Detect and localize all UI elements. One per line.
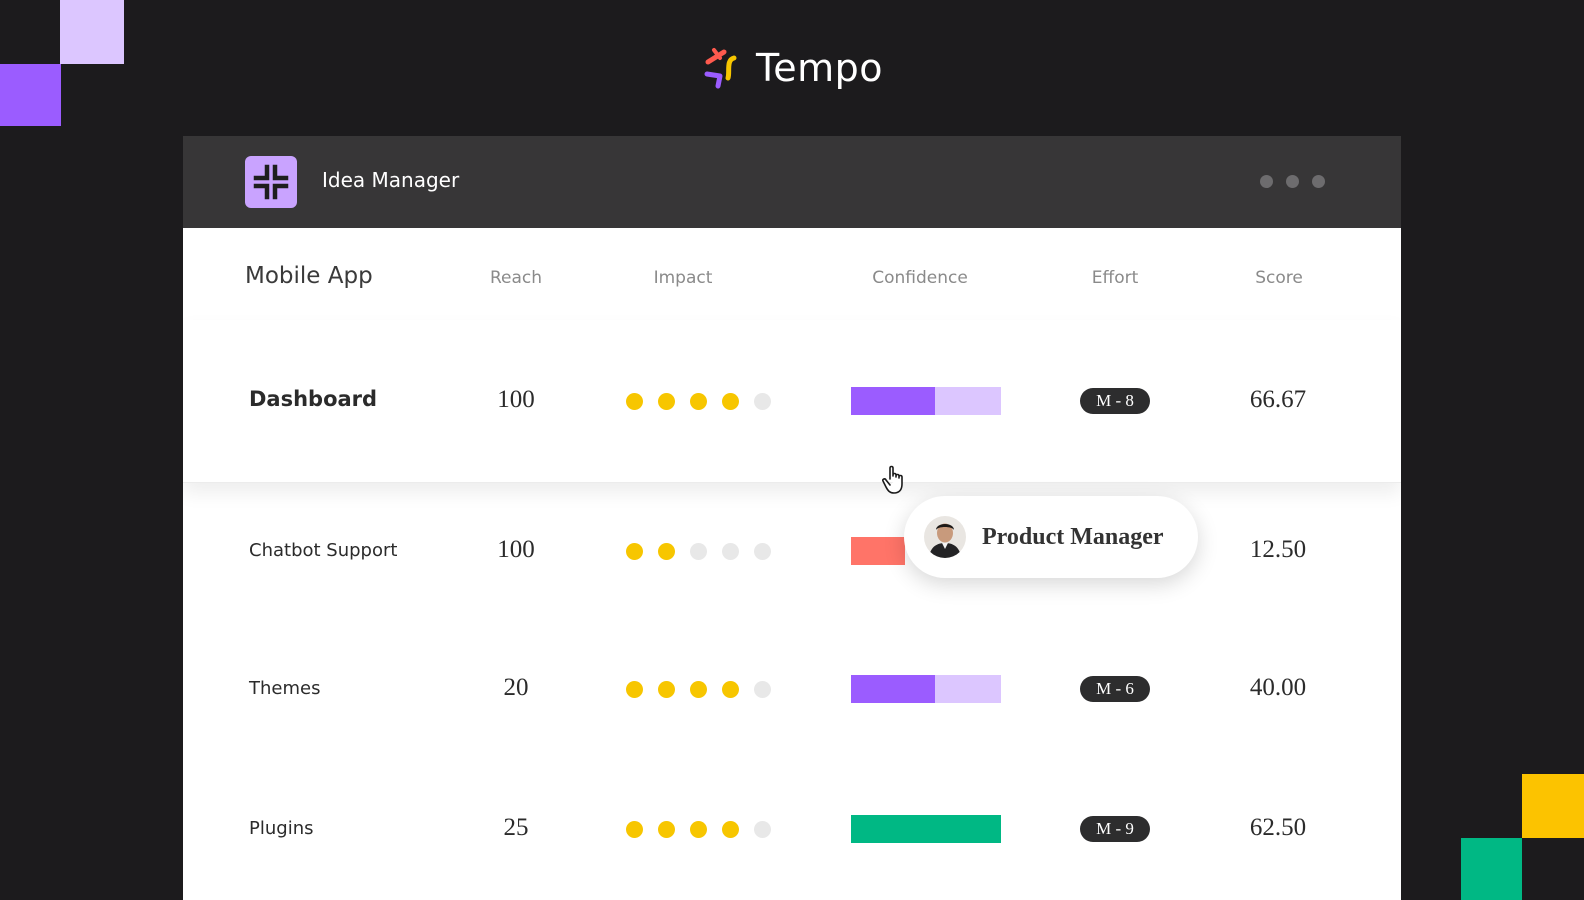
confidence-bar-remainder [935,387,1001,415]
header-impact[interactable]: Impact [653,268,713,288]
deco-block-purple [0,64,61,126]
impact-rating[interactable] [626,393,771,410]
impact-dot-empty[interactable] [754,393,771,410]
impact-rating[interactable] [626,681,771,698]
dot [1260,175,1273,188]
confidence-bar-fill [851,815,1001,843]
confidence-bar-remainder [935,675,1001,703]
reach-value: 100 [497,536,535,563]
score-value: 62.50 [1249,814,1307,841]
impact-dot-empty[interactable] [754,543,771,560]
impact-dot-filled[interactable] [658,543,675,560]
score-value: 66.67 [1249,386,1307,413]
impact-dot-filled[interactable] [722,681,739,698]
impact-dot-empty[interactable] [754,681,771,698]
deco-block-green [1461,838,1522,900]
hand-cursor-icon [882,465,903,494]
impact-dot-filled[interactable] [626,681,643,698]
row-name[interactable]: Chatbot Support [249,540,398,561]
effort-badge[interactable]: M - 8 [1080,388,1150,414]
impact-dot-filled[interactable] [626,543,643,560]
reach-value: 25 [503,814,529,841]
dot [1286,175,1299,188]
idea-manager-window: Idea Manager Mobile App Reach Impact Con… [183,136,1401,900]
idea-manager-app-icon [245,156,297,208]
impact-dot-filled[interactable] [690,393,707,410]
row-name[interactable]: Themes [249,678,321,699]
effort-badge[interactable]: M - 9 [1080,816,1150,842]
score-value: 12.50 [1249,536,1307,563]
reach-value: 20 [503,674,529,701]
deco-block-light-purple [60,0,124,64]
reach-value: 100 [497,386,535,413]
row-name[interactable]: Plugins [249,818,314,839]
avatar [924,516,966,558]
impact-dot-filled[interactable] [626,393,643,410]
table-row[interactable]: Chatbot Support 100 12.50 [183,482,1401,621]
table-row[interactable]: Dashboard 100 M - 8 66.67 [183,320,1401,483]
impact-dot-filled[interactable] [690,681,707,698]
impact-dot-filled[interactable] [626,821,643,838]
impact-dot-filled[interactable] [658,821,675,838]
tempo-logo-icon [704,48,737,89]
impact-rating[interactable] [626,543,771,560]
confidence-bar-fill [851,675,935,703]
table-header: Mobile App Reach Impact Confidence Effor… [183,228,1401,321]
confidence-bar-fill [851,537,905,565]
row-name[interactable]: Dashboard [249,387,378,411]
confidence-bar-fill [851,387,935,415]
impact-dot-filled[interactable] [690,821,707,838]
header-score[interactable]: Score [1255,268,1303,288]
deco-block-yellow [1522,774,1584,838]
header-reach[interactable]: Reach [489,268,543,288]
impact-dot-empty[interactable] [690,543,707,560]
tooltip-label: Product Manager [982,523,1164,550]
header-confidence[interactable]: Confidence [872,268,968,288]
impact-dot-filled[interactable] [658,393,675,410]
assignee-tooltip[interactable]: Product Manager [904,496,1198,578]
more-dots-icon[interactable] [1260,175,1325,188]
table-row[interactable]: Themes 20 M - 6 40.00 [183,620,1401,759]
effort-badge[interactable]: M - 6 [1080,676,1150,702]
confidence-bar[interactable] [851,815,1001,843]
table-row[interactable]: Plugins 25 M - 9 62.50 [183,758,1401,900]
brand-name: Tempo [756,46,884,90]
confidence-bar[interactable] [851,387,1001,415]
app-title: Idea Manager [322,168,460,192]
score-value: 40.00 [1249,674,1307,701]
collapse-arrows-icon [253,164,289,200]
header-effort[interactable]: Effort [1091,268,1139,288]
impact-rating[interactable] [626,821,771,838]
table-title: Mobile App [245,263,373,289]
impact-dot-filled[interactable] [658,681,675,698]
impact-dot-filled[interactable] [722,393,739,410]
impact-dot-filled[interactable] [722,821,739,838]
confidence-bar[interactable] [851,675,1001,703]
impact-dot-empty[interactable] [722,543,739,560]
dot [1312,175,1325,188]
brand-header: Tempo [704,44,883,92]
impact-dot-empty[interactable] [754,821,771,838]
window-titlebar: Idea Manager [183,136,1401,228]
confidence-bar[interactable] [851,537,1001,565]
